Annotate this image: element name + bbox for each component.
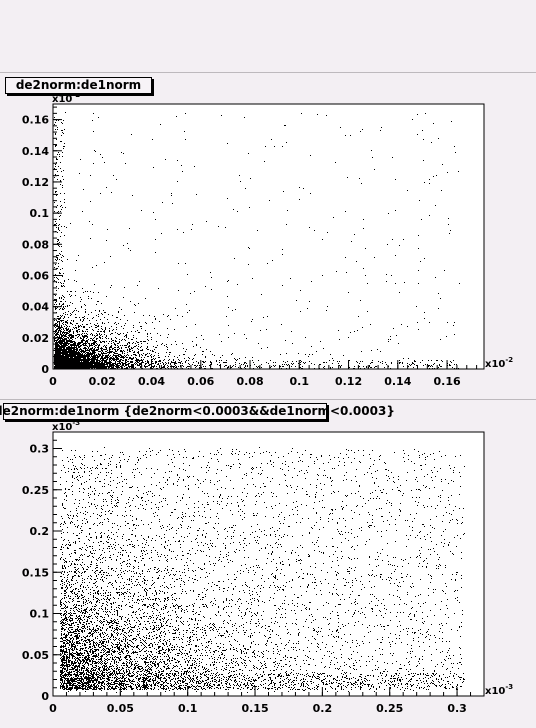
scatter-plot-2: 0 0.05 0.1 0.15 0.2 0.25 0.3 0 0.05 0.1 0.15 0.2 0.… (22, 419, 513, 715)
plot-2-title: de2norm:de1norm {de2norm<0.0003&&de1norm… (0, 403, 395, 420)
x-tick-label: 0.14 (384, 375, 411, 388)
x-tick-label: 0 (49, 702, 57, 715)
x-tick-label: 0.1 (290, 375, 310, 388)
plot-pad-1[interactable]: 0 0.02 0.04 0.06 0.08 0.1 0.12 0.14 0.16 0 0.02 0.… (0, 72, 536, 399)
empty-top-pad (0, 0, 536, 72)
plot-2-points (60, 447, 465, 693)
x-tick-label: 0.15 (241, 702, 268, 715)
x-tick-label: 0.06 (187, 375, 214, 388)
plot-1-yaxis: 0 0.02 0.04 0.06 0.08 0.1 0.12 0.14 0.16 (22, 106, 62, 376)
y-tick-label: 0.3 (30, 443, 50, 456)
x-tick-label: 0.04 (138, 375, 165, 388)
y-tick-label: 0.02 (22, 332, 49, 345)
y-tick-label: 0.08 (22, 238, 49, 251)
y-tick-label: 0.06 (22, 269, 49, 282)
y-tick-label: 0.25 (22, 484, 49, 497)
y-tick-label: 0.16 (22, 114, 49, 127)
x-tick-label: 0 (49, 375, 57, 388)
scatter-point-set (60, 447, 465, 693)
plot-pad-2[interactable]: 0 0.05 0.1 0.15 0.2 0.25 0.3 0 0.05 0.1 0.15 0.2 0.… (0, 399, 536, 728)
y-tick-label: 0 (41, 690, 49, 703)
x-tick-label: 0.1 (178, 702, 198, 715)
y-tick-label: 0.1 (30, 608, 50, 621)
x-tick-label: 0.25 (376, 702, 403, 715)
x-tick-label: 0.3 (447, 702, 467, 715)
y-tick-label: 0.15 (22, 566, 49, 579)
plot-2-xaxis: 0 0.05 0.1 0.15 0.2 0.25 0.3 (49, 687, 485, 715)
plot-2-y-exponent: x10-3 (52, 419, 80, 433)
plot-1-x-exponent: x10-2 (485, 356, 513, 370)
x-tick-label: 0.02 (89, 375, 116, 388)
plot-1-frame (52, 103, 485, 370)
y-tick-label: 0.04 (22, 301, 49, 314)
x-tick-label: 0.05 (107, 702, 134, 715)
plot-1-y-exponent: x10-2 (52, 91, 80, 105)
y-tick-label: 0.05 (22, 649, 49, 662)
plot-1-title: de2norm:de1norm (5, 77, 152, 94)
x-tick-label: 0.2 (313, 702, 333, 715)
x-tick-label: 0.12 (335, 375, 362, 388)
y-tick-label: 0 (41, 363, 49, 376)
y-tick-label: 0.2 (30, 525, 50, 538)
plot-1-points (54, 112, 460, 369)
x-tick-label: 0.16 (433, 375, 460, 388)
plot-2-x-exponent: x10-3 (485, 683, 513, 697)
plot-1-xaxis: 0 0.02 0.04 0.06 0.08 0.1 0.12 0.14 0.16 (49, 360, 478, 388)
x-tick-label: 0.08 (236, 375, 263, 388)
scatter-point-set (54, 112, 460, 369)
y-tick-label: 0.12 (22, 176, 49, 189)
y-tick-label: 0.1 (30, 207, 50, 220)
plot-2-yaxis: 0 0.05 0.1 0.15 0.2 0.25 0.3 (22, 431, 62, 703)
scatter-plot-1: 0 0.02 0.04 0.06 0.08 0.1 0.12 0.14 0.16 0 0.02 0.… (22, 91, 513, 388)
y-tick-label: 0.14 (22, 145, 49, 158)
